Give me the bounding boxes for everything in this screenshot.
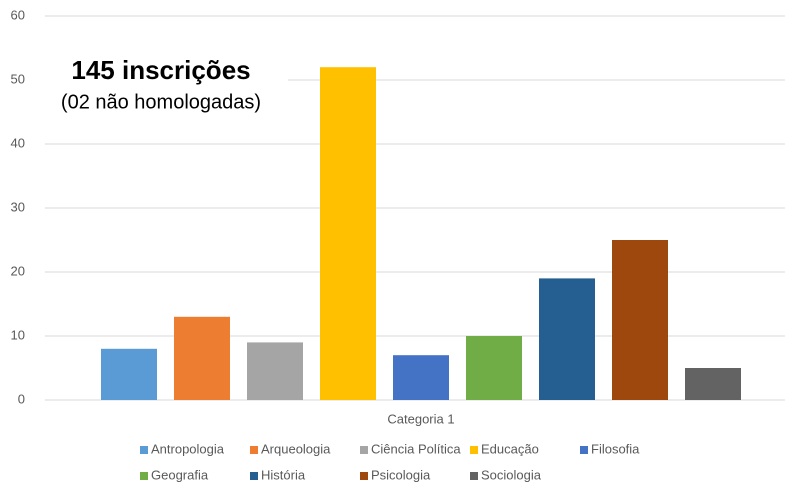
legend-label: Filosofia: [591, 441, 640, 456]
legend-swatch: [140, 472, 148, 480]
y-tick-label: 20: [11, 263, 25, 278]
legend-label: Educação: [481, 441, 539, 456]
bar: [466, 336, 522, 400]
bar: [539, 278, 595, 400]
y-tick-label: 10: [11, 327, 25, 342]
legend-label: Geografia: [151, 467, 209, 482]
legend-swatch: [140, 446, 148, 454]
legend-label: Ciência Política: [371, 441, 461, 456]
y-tick-label: 60: [11, 7, 25, 22]
legend-label: Antropologia: [151, 441, 225, 456]
y-tick-label: 30: [11, 199, 25, 214]
bar: [320, 67, 376, 400]
y-tick-label: 0: [18, 391, 25, 406]
legend-swatch: [470, 472, 478, 480]
legend-label: História: [261, 467, 306, 482]
legend-swatch: [250, 472, 258, 480]
legend-swatch: [250, 446, 258, 454]
annotation: 145 inscrições: [71, 55, 250, 85]
legend-swatch: [580, 446, 588, 454]
bar: [612, 240, 668, 400]
bar: [101, 348, 157, 400]
legend-swatch: [470, 446, 478, 454]
annotation: (02 não homologadas): [61, 91, 261, 113]
annotation-background: [40, 52, 288, 122]
legend-label: Psicologia: [371, 467, 431, 482]
bar: [393, 355, 449, 400]
legend-swatch: [360, 472, 368, 480]
bar: [174, 316, 230, 400]
x-tick-label: Categoria 1: [387, 411, 454, 426]
y-tick-label: 50: [11, 71, 25, 86]
bar: [247, 342, 303, 400]
y-tick-label: 40: [11, 135, 25, 150]
legend-swatch: [360, 446, 368, 454]
bar: [685, 368, 741, 400]
legend-label: Sociologia: [481, 467, 542, 482]
legend-label: Arqueologia: [261, 441, 331, 456]
